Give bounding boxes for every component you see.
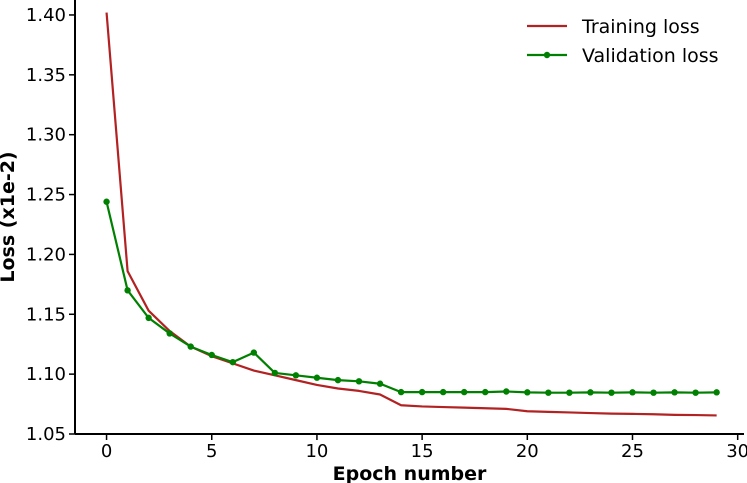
data-point [545,389,552,396]
legend-item: Training loss [527,16,700,38]
data-point [608,389,615,396]
data-point [503,388,510,395]
data-point [103,198,110,205]
y-tick-label: 1.05 [26,424,66,445]
x-tick-label: 5 [206,441,217,462]
y-tick-label: 1.35 [26,65,66,86]
x-tick-label: 25 [621,441,644,462]
y-axis-title: Loss (x1e-2) [0,151,19,282]
data-point [334,376,342,384]
legend-label: Training loss [581,16,700,38]
data-point [713,389,720,396]
data-point [166,330,173,337]
legend: Training loss Validation loss [527,16,719,67]
x-tick-label: 15 [411,441,434,462]
data-point [439,388,447,396]
data-point [460,388,468,396]
data-point [692,389,699,396]
data-point [650,389,657,396]
x-tick-label: 30 [726,441,747,462]
data-point [566,389,573,396]
data-point [376,380,384,387]
data-point [671,389,678,396]
x-tick-label: 0 [101,441,112,462]
y-tick-label: 1.20 [26,244,66,265]
data-point [250,349,258,356]
series-layer [103,12,720,417]
legend-item: Validation loss [527,45,719,67]
y-tick-label: 1.10 [26,364,66,385]
x-tick-label: 20 [516,441,539,462]
data-point [292,372,300,379]
data-point [587,389,594,396]
data-point [355,378,363,385]
data-point [229,358,236,366]
series-line [105,201,717,394]
data-point [145,314,152,322]
series-line [105,12,717,417]
x-axis-title: Epoch number [333,463,487,483]
legend-label: Validation loss [582,45,719,67]
data-point [482,388,489,396]
ticks: 0 5 10 15 20 25 30 1.05 1.10 1.15 1.20 1.25 1.30 1.35… [26,5,747,462]
y-tick-label: 1.25 [26,185,66,206]
data-point [271,369,279,377]
y-tick-label: 1.15 [26,304,66,325]
series-training-loss [105,12,717,417]
data-point [418,388,426,396]
y-tick-label: 1.40 [26,5,66,26]
data-point [208,351,215,359]
data-point [524,389,531,396]
x-tick-label: 10 [305,441,328,462]
data-point [397,388,405,396]
data-point [187,343,194,350]
series-validation-loss [103,198,720,396]
data-point [124,287,131,294]
y-tick-label: 1.30 [26,125,66,146]
data-point [629,389,636,396]
data-point [313,374,321,381]
legend-marker [543,51,551,59]
